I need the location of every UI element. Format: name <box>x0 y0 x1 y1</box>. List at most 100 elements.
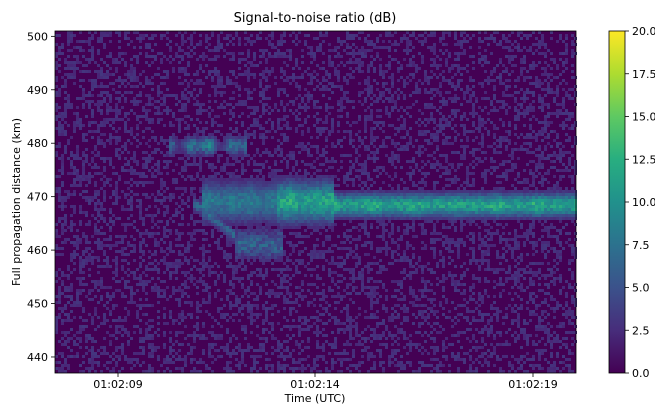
heatmap-cell <box>268 151 271 154</box>
heatmap-cell <box>82 94 85 97</box>
heatmap-cell <box>103 322 106 325</box>
heatmap-cell <box>316 238 319 241</box>
heatmap-cell <box>283 178 286 181</box>
heatmap-cell <box>277 211 280 214</box>
heatmap-cell <box>235 211 238 214</box>
heatmap-cell <box>298 196 301 199</box>
heatmap-cell <box>301 322 304 325</box>
heatmap-cell <box>55 232 58 235</box>
heatmap-cell <box>208 196 211 199</box>
heatmap-cell <box>280 181 283 184</box>
heatmap-cell <box>226 223 229 226</box>
heatmap-cell <box>61 172 64 175</box>
heatmap-cell <box>340 265 343 268</box>
heatmap-cell <box>289 58 292 61</box>
heatmap-cell <box>352 166 355 169</box>
heatmap-cell <box>322 349 325 352</box>
heatmap-cell <box>244 187 247 190</box>
heatmap-cell <box>325 307 328 310</box>
heatmap-cell <box>103 121 106 124</box>
heatmap-cell <box>301 283 304 286</box>
heatmap-cell <box>64 58 67 61</box>
heatmap-cell <box>151 181 154 184</box>
heatmap-cell <box>82 88 85 91</box>
heatmap-cell <box>58 187 61 190</box>
heatmap-cell <box>313 52 316 55</box>
heatmap-cell <box>331 346 334 349</box>
heatmap-cell <box>73 67 76 70</box>
heatmap-cell <box>187 271 190 274</box>
heatmap-cell <box>223 250 226 253</box>
heatmap-cell <box>238 232 241 235</box>
heatmap-cell <box>259 178 262 181</box>
heatmap-cell <box>226 160 229 163</box>
heatmap-cell <box>301 61 304 64</box>
heatmap-cell <box>55 190 58 193</box>
heatmap-cell <box>247 289 250 292</box>
heatmap-cell <box>328 88 331 91</box>
heatmap-cell <box>64 130 67 133</box>
heatmap-cell <box>109 67 112 70</box>
heatmap-cell <box>142 286 145 289</box>
heatmap-cell <box>193 154 196 157</box>
heatmap-cell <box>316 112 319 115</box>
heatmap-cell <box>253 232 256 235</box>
heatmap-cell <box>184 31 187 34</box>
heatmap-cell <box>310 226 313 229</box>
heatmap-cell <box>265 250 268 253</box>
heatmap-cell <box>160 220 163 223</box>
heatmap-cell <box>262 136 265 139</box>
heatmap-cell <box>148 337 151 340</box>
heatmap-cell <box>91 352 94 355</box>
heatmap-cell <box>151 277 154 280</box>
heatmap-cell <box>271 289 274 292</box>
heatmap-cell <box>217 226 220 229</box>
heatmap-cell <box>97 151 100 154</box>
heatmap-cell <box>58 46 61 49</box>
heatmap-cell <box>181 40 184 43</box>
heatmap-cell <box>160 199 163 202</box>
heatmap-cell <box>166 286 169 289</box>
heatmap-cell <box>58 58 61 61</box>
heatmap-cell <box>142 70 145 73</box>
heatmap-cell <box>277 205 280 208</box>
heatmap-cell <box>331 343 334 346</box>
heatmap-cell <box>175 268 178 271</box>
heatmap-cell <box>91 322 94 325</box>
heatmap-cell <box>331 184 334 187</box>
heatmap-cell <box>295 184 298 187</box>
heatmap-cell <box>169 277 172 280</box>
heatmap-cell <box>271 352 274 355</box>
heatmap-cell <box>103 208 106 211</box>
heatmap-cell <box>223 112 226 115</box>
heatmap-cell <box>79 178 82 181</box>
heatmap-cell <box>337 55 340 58</box>
heatmap-cell <box>316 229 319 232</box>
heatmap-cell <box>286 199 289 202</box>
heatmap-cell <box>103 250 106 253</box>
heatmap-cell <box>205 76 208 79</box>
heatmap-cell <box>106 238 109 241</box>
heatmap-cell <box>76 172 79 175</box>
heatmap-cell <box>259 172 262 175</box>
heatmap-cell <box>184 79 187 82</box>
heatmap-cell <box>265 109 268 112</box>
heatmap-cell <box>319 118 322 121</box>
heatmap-cell <box>259 79 262 82</box>
heatmap-cell <box>334 322 337 325</box>
heatmap-cell <box>226 256 229 259</box>
heatmap-cell <box>103 97 106 100</box>
heatmap-cell <box>286 214 289 217</box>
heatmap-cell <box>346 79 349 82</box>
heatmap-cell <box>226 172 229 175</box>
heatmap-cell <box>202 244 205 247</box>
heatmap-cell <box>238 139 241 142</box>
heatmap-cell <box>64 217 67 220</box>
heatmap-cell <box>190 40 193 43</box>
heatmap-cell <box>265 307 268 310</box>
heatmap-cell <box>319 130 322 133</box>
heatmap-cell <box>211 109 214 112</box>
heatmap-cell <box>268 295 271 298</box>
heatmap-cell <box>322 322 325 325</box>
heatmap-cell <box>181 319 184 322</box>
